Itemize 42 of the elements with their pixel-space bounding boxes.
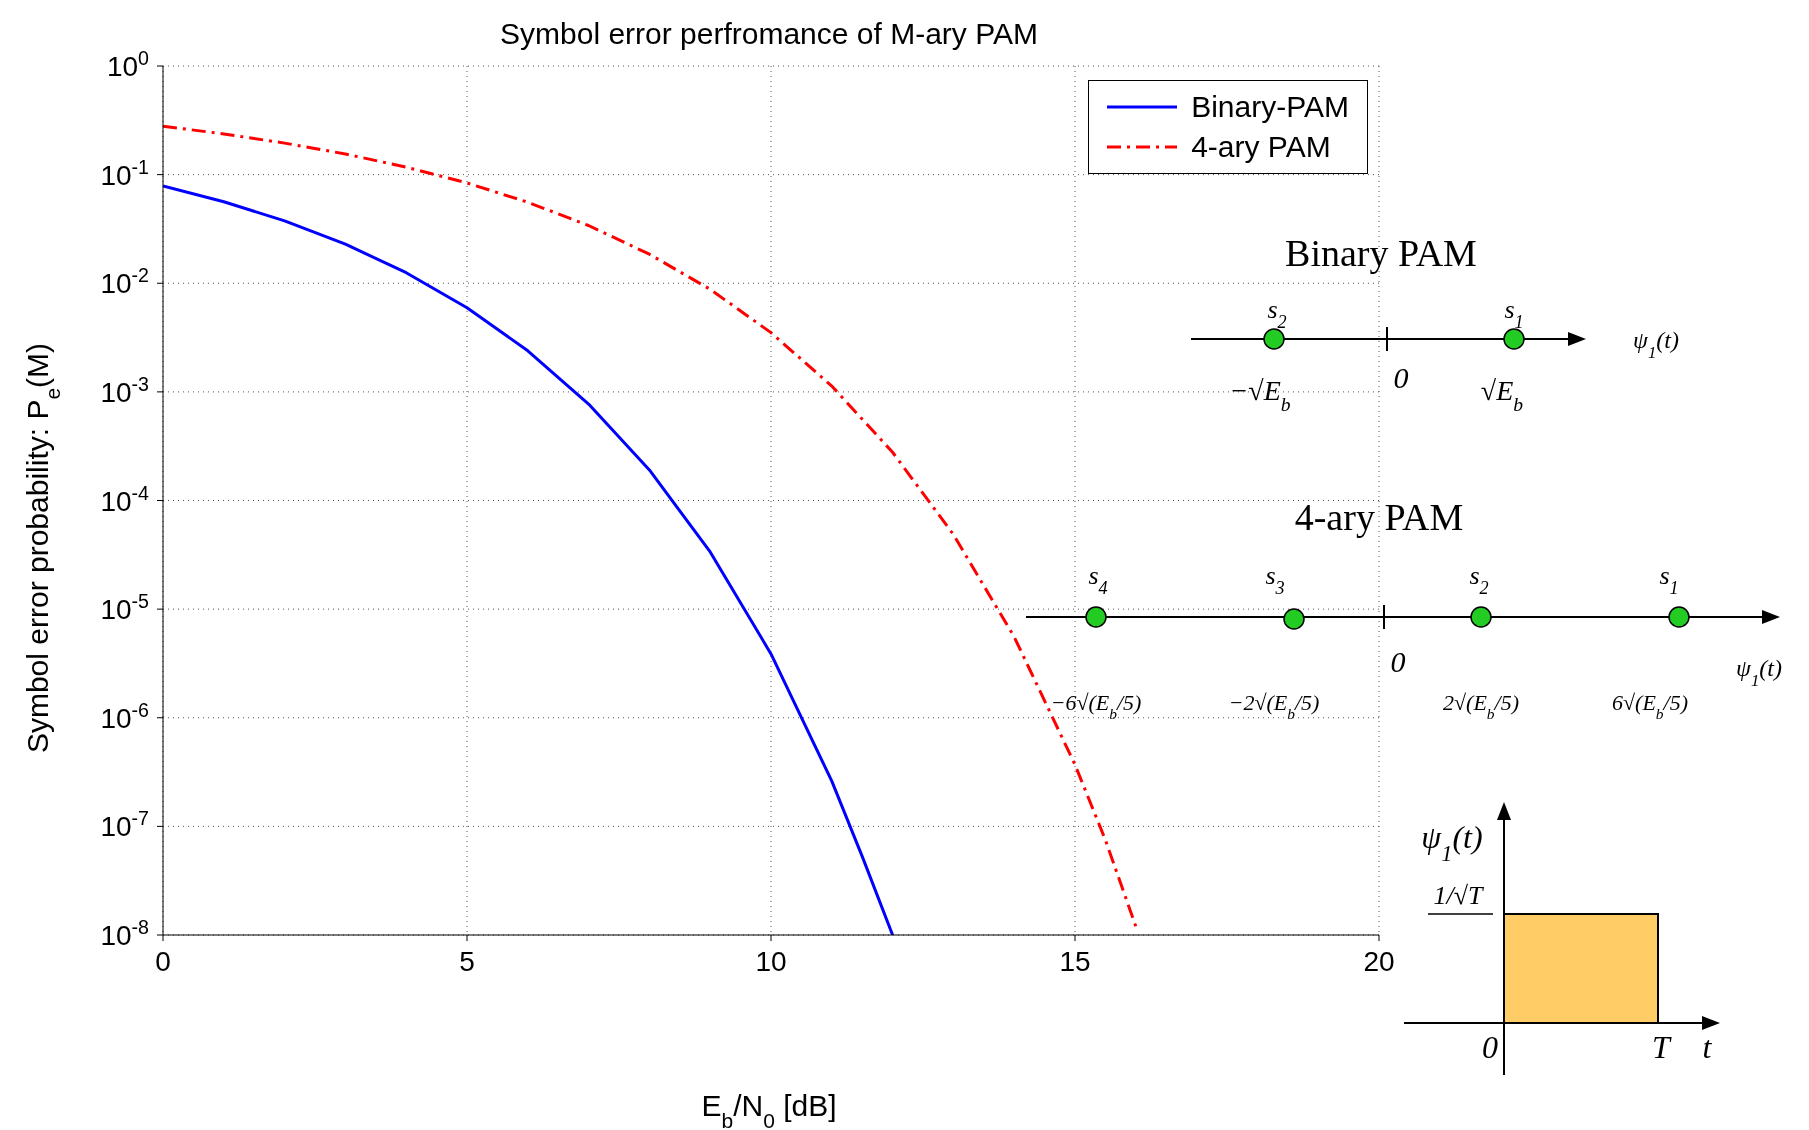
x-tick-label: 10 xyxy=(755,946,787,977)
annotation: Binary PAM xyxy=(1285,232,1477,274)
text: 0 xyxy=(1390,645,1406,678)
text: ψ$_{1}$(t) xyxy=(1421,819,1483,866)
text: s$_{1}$ xyxy=(1504,295,1524,332)
y-tick-label: 10$^{-4}$ xyxy=(100,481,150,517)
y-tick-label: 10$^{0}$ xyxy=(106,47,150,82)
text: ψ$_{1}$(t) xyxy=(1736,655,1782,690)
x-tick-label: 20 xyxy=(1363,946,1395,977)
text: 2√(E$_{b}$/5) xyxy=(1443,690,1519,722)
y-tick-label: 10$^{-1}$ xyxy=(100,155,149,191)
annotation: 4-ary PAM xyxy=(1294,496,1464,538)
y-tick-label: 10$^{-3}$ xyxy=(100,372,150,408)
x-tick-label: 0 xyxy=(155,946,171,977)
y-tick-label: 10$^{-6}$ xyxy=(100,698,150,734)
text: s$_{2}$ xyxy=(1469,561,1489,598)
annotation: −√E$_{b}$ xyxy=(1229,375,1291,415)
text: √E$_{b}$ xyxy=(1480,375,1524,415)
text: 0 xyxy=(1393,361,1409,394)
annotation: s$_{4}$ xyxy=(1088,561,1108,598)
x-tick-label: 5 xyxy=(459,946,475,977)
line-series xyxy=(163,184,895,935)
legend-label: Binary-PAM xyxy=(1191,90,1349,124)
y-tick-label: 10$^{-8}$ xyxy=(100,916,150,951)
annotation: s$_{2}$ xyxy=(1267,295,1287,332)
x-axis-title: E$_{b}$/N$_{0}$ [dB] xyxy=(701,1089,837,1130)
y-tick-label: 10$^{-5}$ xyxy=(100,590,150,626)
text: 0 xyxy=(1482,1029,1498,1065)
text: 6√(E$_{b}$/5) xyxy=(1612,690,1688,722)
y-tick-label: 10$^{-2}$ xyxy=(100,264,149,300)
annotation: −6√(E$_{b}$/5) xyxy=(1050,690,1142,722)
text: ψ$_{1}$(t) xyxy=(1633,327,1679,362)
text: t xyxy=(1702,1029,1713,1065)
text: s$_{1}$ xyxy=(1659,561,1679,598)
text: 1/√T xyxy=(1433,881,1485,910)
y-tick-label: 10$^{-7}$ xyxy=(100,807,149,843)
legend-label: 4-ary PAM xyxy=(1191,130,1331,164)
text: T xyxy=(1652,1029,1673,1065)
annotation: s$_{3}$ xyxy=(1265,561,1285,598)
x-tick-label: 15 xyxy=(1059,946,1091,977)
annotation: −2√(E$_{b}$/5) xyxy=(1228,690,1320,722)
chart-title: Symbol error perfromance of M-ary PAM xyxy=(500,17,1038,50)
